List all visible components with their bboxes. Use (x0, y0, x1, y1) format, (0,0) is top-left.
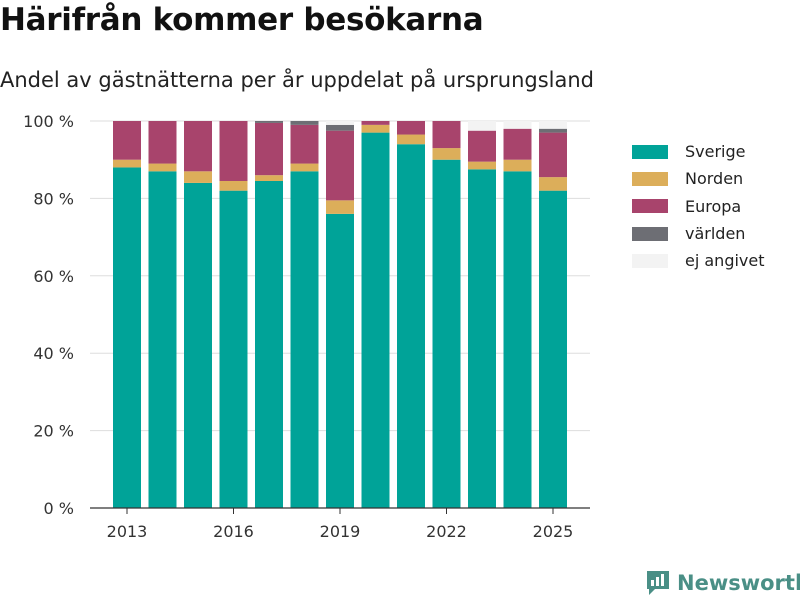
bar-segment-sverige (148, 171, 177, 508)
bar-segment-europa (290, 124, 319, 164)
bar-segment-sverige (255, 180, 283, 509)
bar-segment-världen (326, 124, 354, 131)
bar-segment-norden (503, 159, 532, 172)
bar-segment-europa (326, 130, 354, 201)
bar-segment-europa (255, 122, 283, 176)
bar-segment-ej-angivet (326, 121, 354, 125)
bar-segment-norden (397, 134, 425, 145)
x-tick-label: 2019 (320, 522, 361, 541)
bar-segment-europa (113, 121, 141, 160)
bars (113, 121, 567, 509)
chart-title: Härifrån kommer besökarna (0, 2, 484, 38)
bar-segment-sverige (113, 167, 141, 508)
x-tick-label: 2025 (533, 522, 574, 541)
bar-segment-europa (361, 121, 390, 125)
bar-segment-norden (539, 177, 567, 191)
legend: Sverige Norden Europa världen ej angivet (632, 138, 765, 274)
legend-swatch (632, 144, 668, 159)
legend-swatch (632, 226, 668, 241)
bar-segment-norden (290, 163, 319, 172)
bar-segment-sverige (219, 190, 248, 508)
y-tick-label: 20 % (33, 422, 74, 441)
bar-segment-ej-angivet (503, 121, 532, 129)
bar-segment-norden (219, 180, 248, 191)
legend-swatch (632, 171, 668, 186)
bar-chart-icon (647, 571, 669, 595)
bar-segment-norden (361, 124, 390, 133)
legend-item: Sverige (632, 138, 765, 165)
bar-segment-sverige (539, 190, 567, 508)
bar-segment-sverige (290, 171, 319, 508)
bar-segment-världen (255, 121, 283, 123)
bar-segment-norden (148, 163, 177, 172)
y-tick-label: 100 % (23, 112, 74, 131)
legend-item: ej angivet (632, 247, 765, 274)
bar-segment-världen (290, 121, 319, 125)
bar-segment-europa (397, 121, 425, 135)
bar-segment-europa (148, 121, 177, 164)
legend-label: Europa (685, 196, 742, 216)
bar-segment-europa (219, 121, 248, 181)
bar-segment-sverige (432, 159, 461, 508)
y-tick-label: 0 % (44, 499, 74, 518)
bar-segment-norden (113, 159, 141, 168)
legend-label: världen (685, 224, 746, 244)
legend-item: världen (632, 220, 765, 247)
bar-segment-sverige (184, 182, 212, 509)
x-axis-ticks: 2013 2016 2019 2022 2025 (107, 508, 574, 541)
legend-swatch (632, 199, 668, 214)
bar-segment-europa (432, 121, 461, 149)
bar-segment-ej-angivet (539, 121, 567, 129)
legend-label: Sverige (685, 142, 746, 162)
bar-segment-norden (184, 171, 212, 183)
bar-segment-ej-angivet (468, 121, 496, 131)
y-tick-label: 60 % (33, 267, 74, 286)
brand-name: Newsworthy (677, 571, 800, 595)
x-tick-label: 2016 (213, 522, 254, 541)
legend-label: ej angivet (685, 251, 765, 271)
bar-segment-europa (503, 128, 532, 160)
bar-segment-sverige (361, 132, 390, 509)
legend-swatch (632, 253, 668, 268)
x-tick-label: 2022 (426, 522, 467, 541)
bar-segment-norden (255, 175, 283, 181)
y-axis-ticks: 0 % 20 % 40 % 60 % 80 % 100 % (23, 112, 74, 518)
legend-item: Europa (632, 193, 765, 220)
bar-segment-norden (432, 148, 461, 160)
y-tick-label: 80 % (33, 189, 74, 208)
legend-item: Norden (632, 165, 765, 192)
bar-segment-europa (184, 121, 212, 172)
bar-segment-europa (539, 132, 567, 178)
bar-segment-sverige (468, 169, 496, 508)
legend-label: Norden (685, 169, 744, 189)
y-tick-label: 40 % (33, 344, 74, 363)
bar-segment-världen (539, 128, 567, 133)
bar-segment-sverige (397, 144, 425, 508)
bar-segment-europa (468, 130, 496, 162)
brand-logo: Newsworthy (645, 569, 800, 597)
bar-segment-norden (468, 161, 496, 170)
x-tick-label: 2013 (107, 522, 148, 541)
bar-segment-sverige (503, 171, 532, 508)
chart-subtitle: Andel av gästnätterna per år uppdelat på… (0, 68, 594, 92)
bar-segment-norden (326, 200, 354, 214)
bar-segment-sverige (326, 213, 354, 508)
